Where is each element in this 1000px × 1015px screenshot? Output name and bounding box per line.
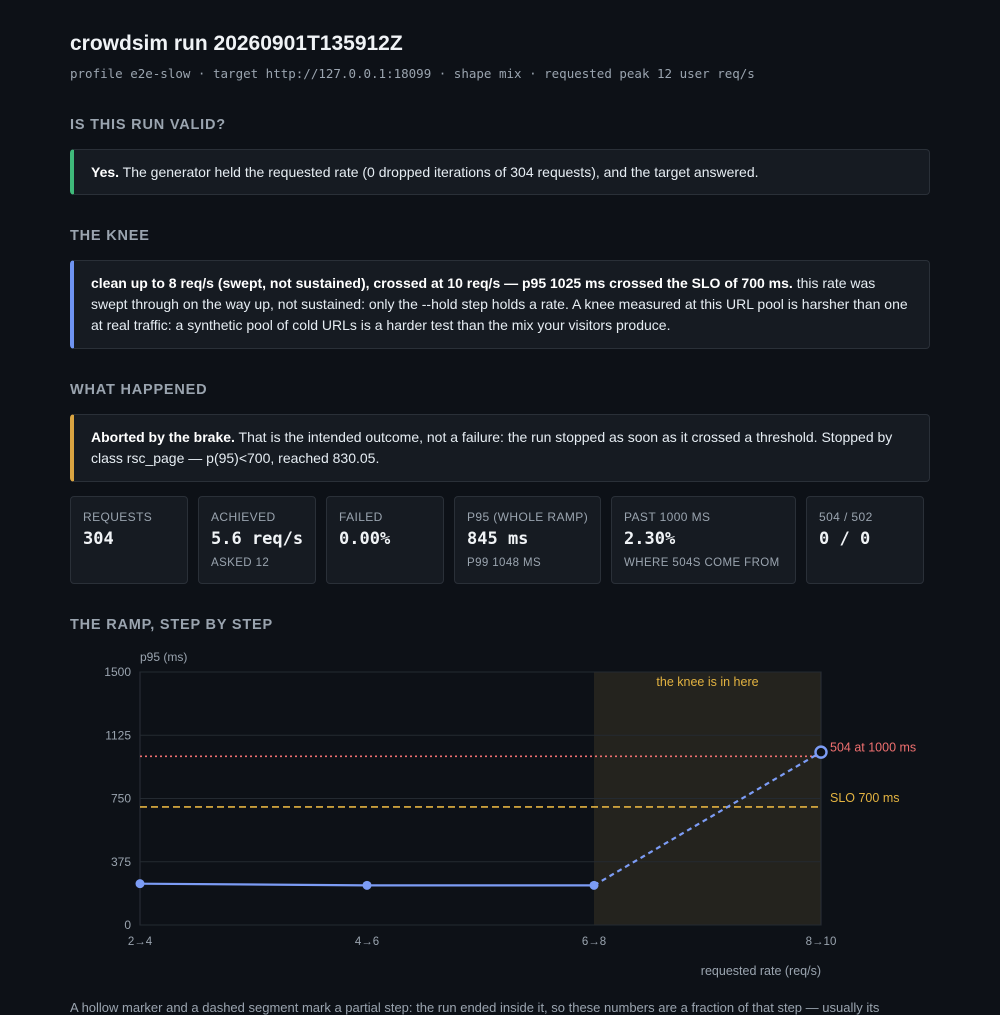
knee-band-label: the knee is in here [656, 675, 758, 689]
stat-504-502: 504 / 502 0 / 0 [806, 496, 924, 584]
x-tick-label: 2→4 [128, 936, 153, 948]
data-point [362, 880, 372, 890]
stat-label: REQUESTS [83, 510, 153, 524]
stat-value: 2.30% [624, 529, 676, 549]
data-point [589, 880, 599, 890]
data-point [135, 879, 145, 889]
stat-label: 504 / 502 [819, 510, 873, 524]
series-segment [139, 882, 368, 887]
series-segment [593, 751, 822, 887]
stat-label: FAILED [339, 510, 383, 524]
section-heading-knee: THE KNEE [70, 228, 150, 244]
stat-value: 304 [83, 529, 114, 549]
stat-label: P95 (WHOLE RAMP) [467, 510, 589, 524]
plot-frame [139, 671, 822, 926]
happened-lead: Aborted by the brake. [91, 429, 235, 445]
stat-sub: WHERE 504S COME FROM [624, 557, 780, 569]
stat-value: 5.6 req/s [211, 529, 304, 549]
x-tick-label: 6→8 [582, 936, 606, 948]
knee-band [594, 672, 821, 925]
knee-panel: clean up to 8 req/s (swept, not sustaine… [70, 260, 930, 349]
stat-failed: FAILED 0.00% [326, 496, 444, 584]
stat-sub: ASKED 12 [211, 557, 270, 569]
page-title: crowdsim run 20260901T135912Z [70, 32, 403, 55]
happened-text: That is the intended outcome, not a fail… [91, 429, 893, 466]
stat-requests: REQUESTS 304 [70, 496, 188, 584]
y-tick-label: 1125 [105, 728, 131, 742]
stat-value: 0.00% [339, 529, 391, 549]
stat-label: PAST 1000 MS [624, 510, 711, 524]
stat-p95: P95 (WHOLE RAMP) 845 ms P99 1048 MS [454, 496, 601, 584]
stat-achieved: ACHIEVED 5.6 req/s ASKED 12 [198, 496, 316, 584]
stat-label: ACHIEVED [211, 510, 276, 524]
valid-lead: Yes. [91, 164, 120, 180]
valid-text: The generator held the requested rate (0… [119, 164, 759, 180]
valid-panel: Yes. The generator held the requested ra… [70, 149, 930, 195]
y-axis-label: p95 (ms) [140, 650, 187, 664]
stat-value: 845 ms [467, 529, 529, 549]
stat-past-1000: PAST 1000 MS 2.30% WHERE 504S COME FROM [611, 496, 796, 584]
x-tick-label: 8→10 [806, 936, 837, 948]
reference-line-label: SLO 700 ms [830, 791, 899, 805]
run-subtitle: profile e2e-slow · target http://127.0.0… [70, 66, 755, 81]
knee-text: this rate was swept through on the way u… [91, 275, 908, 333]
x-tick-label: 4→6 [355, 936, 379, 948]
y-tick-label: 375 [111, 855, 131, 869]
y-tick-label: 750 [111, 792, 131, 806]
section-heading-ramp: THE RAMP, STEP BY STEP [70, 617, 273, 633]
data-point-partial [814, 745, 828, 759]
happened-panel: Aborted by the brake. That is the intend… [70, 414, 930, 482]
x-axis-label: requested rate (req/s) [701, 964, 821, 978]
section-heading-valid: IS THIS RUN VALID? [70, 117, 226, 133]
reference-line-label: 504 at 1000 ms [830, 740, 916, 754]
knee-lead: clean up to 8 req/s (swept, not sustaine… [91, 275, 793, 291]
stat-sub: P99 1048 MS [467, 557, 542, 569]
chart-footnote: A hollow marker and a dashed segment mar… [70, 1000, 880, 1015]
y-tick-label: 1500 [104, 665, 131, 679]
section-heading-happened: WHAT HAPPENED [70, 382, 208, 398]
y-tick-label: 0 [124, 918, 131, 932]
stat-value: 0 / 0 [819, 529, 871, 549]
